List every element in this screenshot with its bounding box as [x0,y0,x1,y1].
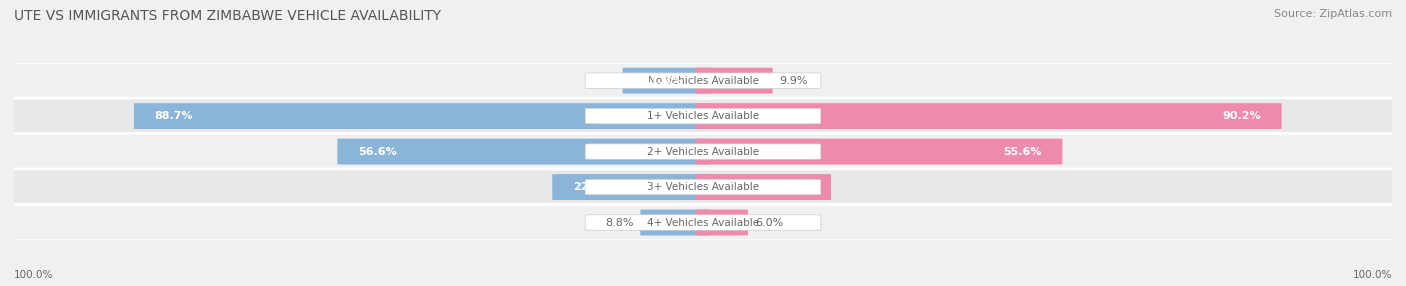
FancyBboxPatch shape [0,98,1406,134]
FancyBboxPatch shape [585,108,821,124]
Text: Source: ZipAtlas.com: Source: ZipAtlas.com [1274,9,1392,19]
Text: 6.0%: 6.0% [755,218,783,227]
FancyBboxPatch shape [0,169,1406,205]
FancyBboxPatch shape [553,174,710,200]
Text: 19.1%: 19.1% [772,182,810,192]
Text: 9.9%: 9.9% [779,76,808,86]
FancyBboxPatch shape [0,134,1406,170]
Text: 56.6%: 56.6% [359,147,396,156]
FancyBboxPatch shape [696,103,1282,129]
Text: 2+ Vehicles Available: 2+ Vehicles Available [647,147,759,156]
Text: 3+ Vehicles Available: 3+ Vehicles Available [647,182,759,192]
Text: 90.2%: 90.2% [1222,111,1261,121]
FancyBboxPatch shape [337,139,710,164]
FancyBboxPatch shape [696,174,831,200]
Text: 22.7%: 22.7% [572,182,612,192]
FancyBboxPatch shape [585,73,821,88]
Text: No Vehicles Available: No Vehicles Available [648,76,758,86]
FancyBboxPatch shape [134,103,710,129]
FancyBboxPatch shape [0,63,1406,99]
FancyBboxPatch shape [585,179,821,195]
FancyBboxPatch shape [696,139,1063,164]
Text: 100.0%: 100.0% [1353,270,1392,280]
Text: 11.6%: 11.6% [644,76,682,86]
FancyBboxPatch shape [696,210,748,235]
FancyBboxPatch shape [585,215,821,230]
FancyBboxPatch shape [640,210,710,235]
Text: UTE VS IMMIGRANTS FROM ZIMBABWE VEHICLE AVAILABILITY: UTE VS IMMIGRANTS FROM ZIMBABWE VEHICLE … [14,9,441,23]
Text: 100.0%: 100.0% [14,270,53,280]
FancyBboxPatch shape [0,204,1406,241]
FancyBboxPatch shape [585,144,821,159]
FancyBboxPatch shape [696,68,773,94]
Text: 88.7%: 88.7% [155,111,193,121]
Text: 8.8%: 8.8% [605,218,634,227]
Text: 4+ Vehicles Available: 4+ Vehicles Available [647,218,759,227]
Text: 55.6%: 55.6% [1002,147,1042,156]
FancyBboxPatch shape [623,68,710,94]
Text: 1+ Vehicles Available: 1+ Vehicles Available [647,111,759,121]
